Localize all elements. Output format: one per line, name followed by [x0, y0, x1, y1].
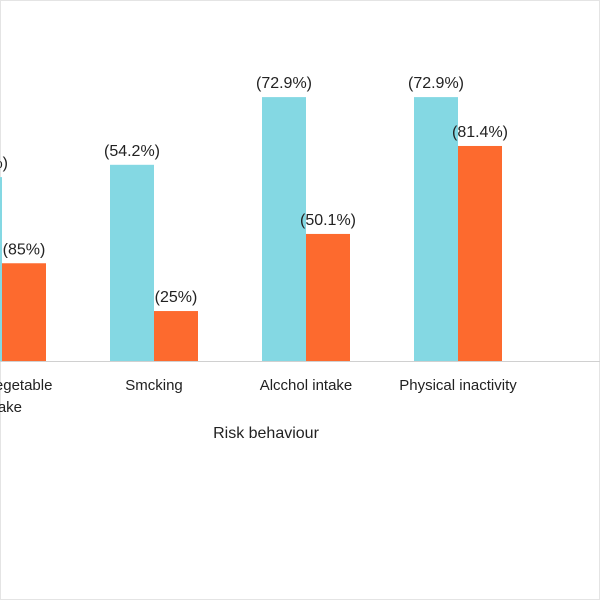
- bar-series1-cat1: [110, 164, 154, 361]
- category-labels-group: Poor vegetable intake Smcking Alcchol intak…: [0, 377, 517, 416]
- category-label-cat0-line0: Poor vegetable: [0, 377, 52, 394]
- data-label-series1-cat3: (72.9%): [408, 75, 464, 92]
- category-label-cat2-line0: Alcchol intake: [260, 377, 353, 394]
- bar-series1-cat2: [262, 97, 306, 362]
- bars-group: [0, 97, 502, 362]
- data-label-series2-cat3: (81.4%): [452, 124, 508, 141]
- bar-series2-cat3: [458, 145, 502, 361]
- bar-series2-cat1: [154, 311, 198, 361]
- bar-series1-cat3: [414, 97, 458, 362]
- bar-series1-cat0: [0, 177, 2, 361]
- data-label-series2-cat1: (25%): [155, 289, 198, 306]
- data-label-series2-cat0: (85%): [3, 241, 46, 258]
- data-label-series1-cat0: (50.8%): [0, 155, 8, 172]
- bar-series2-cat2: [306, 233, 350, 361]
- bar-series2-cat0: [2, 263, 46, 361]
- data-labels-group: (50.8%) (85%) (54.2%) (25%) (72.9%) (50.1%) (7…: [0, 75, 508, 306]
- data-label-series1-cat2: (72.9%): [256, 75, 312, 92]
- data-label-series1-cat1: (54.2%): [104, 143, 160, 160]
- top-frame-line: [0, 0, 600, 1]
- category-label-cat1-line0: Smcking: [125, 377, 183, 394]
- category-label-cat3-line0: Physical inactivity: [399, 377, 517, 394]
- data-label-series2-cat2: (50.1%): [300, 212, 356, 229]
- x-axis-title: Risk behaviour: [213, 425, 320, 442]
- category-label-cat0-line1: intake: [0, 399, 22, 416]
